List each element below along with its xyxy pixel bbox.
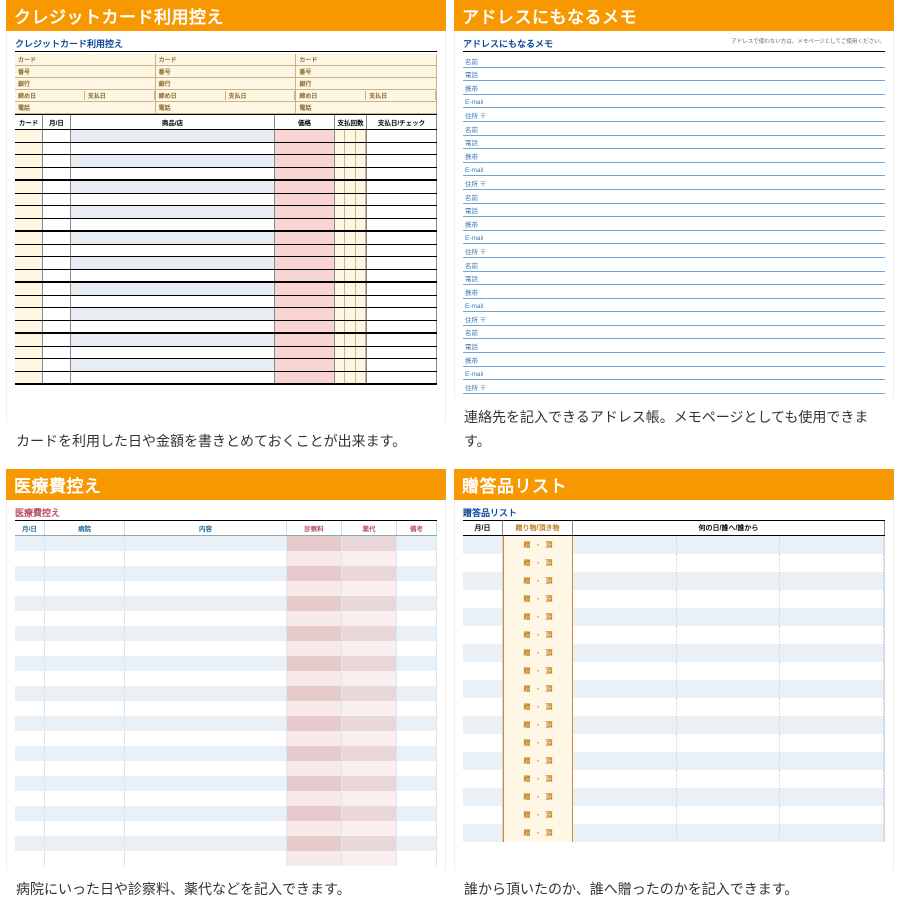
inner-title-row: アドレスにもなるメモ アドレスで使わない方は、メモページとしてご使用ください。	[463, 37, 885, 52]
panel-preview: 医療費控え 月/日病院内容診察料薬代備考	[6, 500, 446, 870]
panel-gift-list: 贈答品リスト 贈答品リスト 月/日贈り物/頂き物何の日/誰へ/誰から 贈・頂贈・…	[454, 469, 894, 910]
panel-title: 医療費控え	[6, 469, 446, 500]
panel-caption: 連絡先を記入できるアドレス帳。メモページとしても使用できます。	[454, 398, 894, 462]
panel-caption: 誰から頂いたのか、誰へ贈ったのかを記入できます。	[454, 870, 894, 910]
panel-title: 贈答品リスト	[454, 469, 894, 500]
layout-grid: クレジットカード利用控え クレジットカード利用控え カード番号銀行締め日支払日電…	[0, 0, 900, 900]
inner-title: クレジットカード利用控え	[15, 37, 437, 52]
panel-address-memo: アドレスにもなるメモ アドレスにもなるメモ アドレスで使わない方は、メモページと…	[454, 0, 894, 461]
inner-note: アドレスで使わない方は、メモページとしてご使用ください。	[731, 37, 885, 50]
panel-credit-card: クレジットカード利用控え クレジットカード利用控え カード番号銀行締め日支払日電…	[6, 0, 446, 461]
credit-table-rows	[15, 130, 437, 385]
panel-medical: 医療費控え 医療費控え 月/日病院内容診察料薬代備考 病院にいった日や診察料、薬…	[6, 469, 446, 910]
panel-caption: カードを利用した日や金額を書きとめておくことが出来ます。	[6, 422, 446, 462]
gift-table-header: 月/日贈り物/頂き物何の日/誰へ/誰から	[463, 521, 885, 536]
inner-title: 贈答品リスト	[463, 506, 885, 521]
panel-preview: アドレスにもなるメモ アドレスで使わない方は、メモページとしてご使用ください。 …	[454, 31, 894, 398]
panel-title: クレジットカード利用控え	[6, 0, 446, 31]
medical-table-header: 月/日病院内容診察料薬代備考	[15, 521, 437, 536]
panel-preview: 贈答品リスト 月/日贈り物/頂き物何の日/誰へ/誰から 贈・頂贈・頂贈・頂贈・頂…	[454, 500, 894, 870]
credit-card-info-grid: カード番号銀行締め日支払日電話カード番号銀行締め日支払日電話カード番号銀行締め日…	[15, 54, 437, 114]
panel-preview: クレジットカード利用控え カード番号銀行締め日支払日電話カード番号銀行締め日支払…	[6, 31, 446, 422]
address-lines: 名前電話携帯E-mail住所 〒名前電話携帯E-mail住所 〒名前電話携帯E-…	[463, 54, 885, 394]
gift-table-rows: 贈・頂贈・頂贈・頂贈・頂贈・頂贈・頂贈・頂贈・頂贈・頂贈・頂贈・頂贈・頂贈・頂贈…	[463, 536, 885, 842]
medical-table-rows	[15, 536, 437, 866]
inner-title: アドレスにもなるメモ	[463, 37, 553, 50]
credit-table-header: カード月/日商品/店価格支払回数支払日/チェック	[15, 114, 437, 130]
panel-title: アドレスにもなるメモ	[454, 0, 894, 31]
inner-title: 医療費控え	[15, 506, 437, 521]
panel-caption: 病院にいった日や診察料、薬代などを記入できます。	[6, 870, 446, 910]
